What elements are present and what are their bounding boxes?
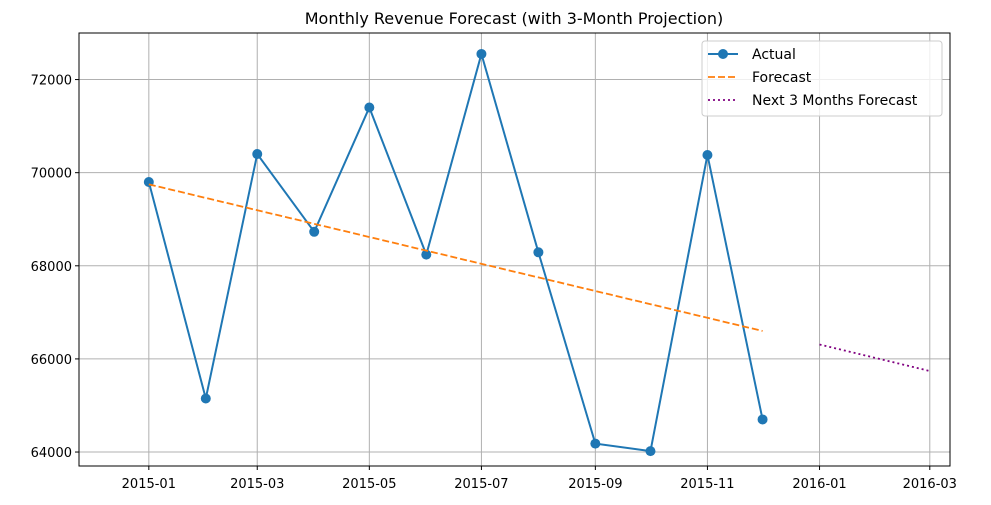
x-tick-label: 2015-03 [230,477,284,492]
legend-item: Next 3 Months Forecast [708,93,918,109]
data-point [309,226,320,237]
legend-marker [718,49,728,59]
data-point [364,102,375,113]
legend-label: Forecast [752,70,812,86]
x-tick-label: 2015-01 [122,477,176,492]
x-tick-label: 2016-01 [792,477,846,492]
chart-title: Monthly Revenue Forecast (with 3-Month P… [305,9,724,28]
legend-label: Next 3 Months Forecast [752,93,918,109]
legend: Actual Forecast Next 3 Months Forecast [701,40,943,117]
series-1 [148,183,763,332]
legend-item: Forecast [708,70,812,86]
x-tick-label: 2015-09 [568,477,622,492]
legend-item: Actual [708,47,796,63]
data-point [590,438,601,449]
x-tick-label: 2015-05 [342,477,396,492]
legend-label: Actual [752,47,796,63]
data-point [645,446,656,457]
data-point [476,48,487,59]
plot-frame [78,32,951,467]
legend-box [701,40,943,117]
data-point [533,247,544,258]
x-tick-label: 2016-03 [903,477,957,492]
y-axis: 64000 66000 68000 70000 72000 [31,74,79,461]
series-line [819,343,931,372]
data-point [702,149,713,160]
y-tick-label: 70000 [31,167,72,182]
series-line [148,183,763,332]
x-tick-label: 2015-07 [454,477,508,492]
y-tick-label: 68000 [31,260,72,275]
series-2 [819,343,931,372]
series-line [147,50,764,453]
data-point [252,149,263,160]
x-axis: 2015-01 2015-03 2015-05 2015-07 2015-09 2015-… [122,466,957,492]
data-point [757,414,768,425]
data-point [421,249,432,260]
x-tick-label: 2015-11 [680,477,734,492]
series-0 [143,48,768,457]
y-tick-label: 64000 [31,446,72,461]
y-tick-label: 72000 [31,74,72,89]
data-point [200,393,211,404]
y-tick-label: 66000 [31,353,72,368]
series-layer [143,48,931,457]
